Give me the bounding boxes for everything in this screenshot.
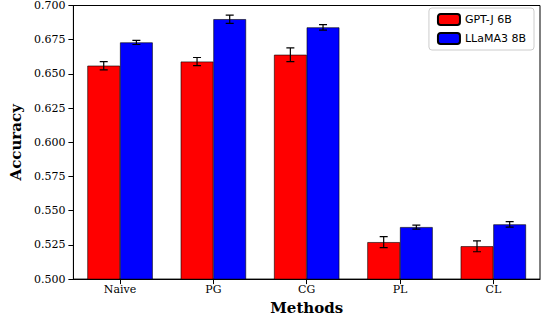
svg-text:0.575: 0.575: [34, 170, 66, 183]
svg-text:0.525: 0.525: [34, 238, 66, 251]
svg-text:CG: CG: [298, 283, 315, 296]
svg-text:0.500: 0.500: [34, 273, 66, 286]
svg-text:Methods: Methods: [270, 299, 343, 317]
svg-text:GPT-J 6B: GPT-J 6B: [465, 13, 512, 26]
svg-text:0.550: 0.550: [34, 204, 66, 217]
svg-text:Naive: Naive: [104, 283, 136, 296]
svg-text:0.650: 0.650: [34, 67, 66, 80]
svg-text:PG: PG: [205, 283, 221, 296]
svg-text:0.600: 0.600: [34, 136, 66, 149]
svg-text:PL: PL: [393, 283, 408, 296]
svg-text:0.700: 0.700: [34, 0, 66, 12]
svg-text:Accuracy: Accuracy: [7, 103, 25, 182]
svg-text:LLaMA3 8B: LLaMA3 8B: [465, 32, 526, 45]
svg-text:0.675: 0.675: [34, 33, 66, 46]
svg-text:0.625: 0.625: [34, 102, 66, 115]
svg-text:CL: CL: [485, 283, 501, 296]
